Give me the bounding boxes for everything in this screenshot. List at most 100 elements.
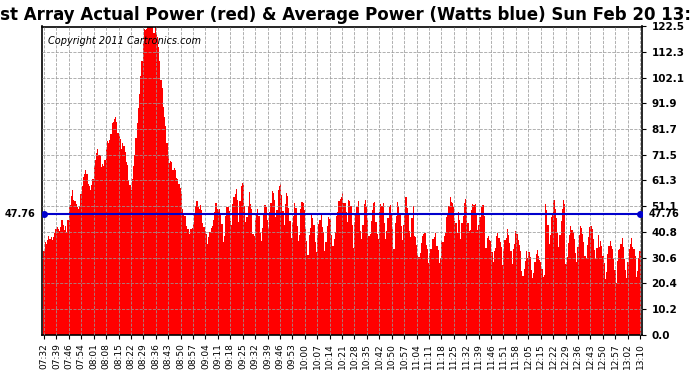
Bar [324, 251, 325, 334]
Bar [365, 200, 366, 334]
Bar [472, 204, 473, 334]
Bar [114, 119, 115, 334]
Bar [344, 203, 346, 334]
Bar [208, 237, 210, 334]
Bar [545, 204, 546, 334]
Bar [527, 258, 529, 334]
Bar [573, 232, 574, 334]
Bar [310, 228, 311, 334]
Bar [251, 209, 253, 334]
Bar [214, 212, 215, 334]
Bar [612, 249, 613, 334]
Bar [630, 244, 631, 334]
Bar [334, 239, 335, 334]
Bar [316, 252, 317, 334]
Bar [97, 149, 99, 334]
Bar [574, 239, 575, 334]
Bar [66, 232, 68, 334]
Bar [382, 206, 383, 334]
Bar [325, 242, 326, 334]
Bar [540, 262, 542, 334]
Bar [489, 240, 490, 334]
Bar [368, 236, 370, 334]
Bar [199, 209, 200, 334]
Bar [163, 107, 164, 334]
Bar [408, 216, 409, 334]
Bar [531, 270, 532, 334]
Bar [236, 189, 237, 334]
Bar [219, 209, 220, 334]
Bar [217, 209, 218, 334]
Bar [457, 233, 458, 334]
Bar [476, 214, 477, 334]
Bar [522, 276, 524, 334]
Bar [139, 94, 140, 334]
Bar [508, 235, 509, 334]
Bar [444, 236, 445, 334]
Bar [529, 257, 531, 334]
Bar [177, 178, 179, 334]
Bar [186, 226, 187, 334]
Bar [441, 241, 442, 334]
Bar [215, 203, 217, 334]
Bar [263, 213, 264, 334]
Bar [76, 204, 77, 334]
Bar [273, 193, 274, 334]
Bar [126, 162, 127, 334]
Bar [604, 263, 605, 334]
Bar [207, 244, 208, 334]
Bar [300, 209, 302, 334]
Bar [580, 226, 581, 334]
Bar [391, 213, 392, 334]
Bar [303, 203, 304, 334]
Bar [110, 134, 112, 334]
Bar [190, 229, 192, 334]
Bar [272, 191, 273, 334]
Bar [90, 190, 91, 334]
Bar [385, 238, 386, 334]
Bar [388, 207, 390, 334]
Bar [617, 261, 618, 334]
Bar [409, 231, 410, 334]
Bar [576, 262, 578, 334]
Bar [494, 251, 495, 334]
Bar [539, 260, 540, 334]
Bar [277, 190, 279, 334]
Bar [159, 61, 161, 334]
Bar [235, 194, 236, 334]
Bar [591, 229, 593, 334]
Bar [225, 216, 226, 334]
Bar [206, 234, 207, 334]
Bar [323, 232, 324, 334]
Bar [432, 239, 433, 334]
Bar [406, 208, 408, 334]
Bar [446, 217, 447, 334]
Bar [281, 195, 282, 334]
Bar [455, 223, 457, 334]
Bar [513, 249, 514, 334]
Bar [321, 214, 322, 334]
Bar [383, 203, 384, 334]
Bar [298, 242, 299, 334]
Bar [362, 225, 364, 334]
Bar [60, 227, 61, 334]
Bar [458, 212, 459, 334]
Bar [418, 257, 420, 334]
Bar [379, 212, 380, 334]
Bar [226, 207, 228, 334]
Bar [104, 160, 106, 334]
Bar [331, 235, 333, 334]
Bar [312, 218, 313, 334]
Bar [504, 240, 506, 334]
Bar [45, 242, 46, 334]
Bar [565, 264, 566, 334]
Bar [96, 153, 97, 334]
Bar [262, 228, 263, 334]
Bar [374, 202, 375, 334]
Bar [194, 213, 195, 334]
Bar [189, 234, 190, 334]
Bar [182, 209, 183, 334]
Bar [152, 27, 153, 334]
Bar [354, 222, 355, 334]
Bar [587, 246, 588, 334]
